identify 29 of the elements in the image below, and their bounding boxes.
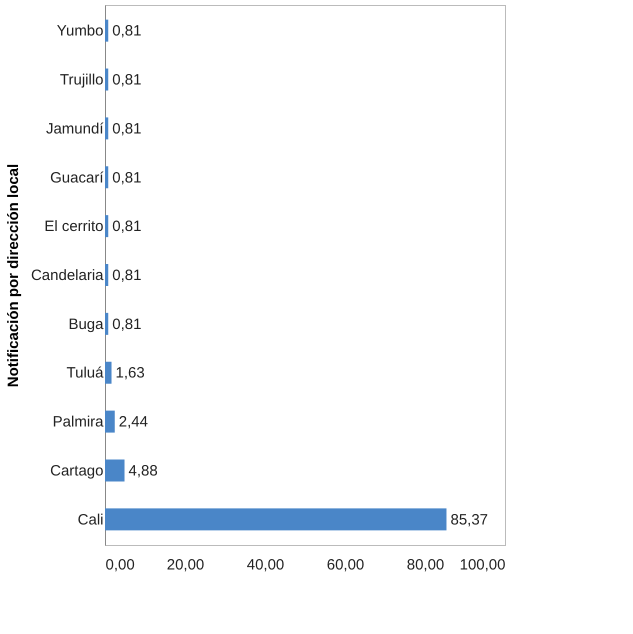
y-tick-label: El cerrito [44, 218, 104, 236]
x-tick-label: 20,00 [166, 556, 204, 574]
data-label: 0,81 [112, 72, 142, 89]
data-label: 4,88 [128, 462, 158, 480]
y-tick-label: Guacarí [50, 169, 104, 186]
y-tick-label: Jamundí [46, 120, 104, 138]
data-label: 85,37 [450, 511, 488, 528]
y-tick-label: Cartago [50, 462, 104, 480]
y-tick-label: Palmira [52, 414, 104, 431]
data-label: 2,44 [118, 414, 148, 431]
x-tick-label: 40,00 [246, 556, 284, 574]
x-tick-label: 0,00 [106, 556, 135, 574]
x-tick-label: 60,00 [326, 556, 364, 574]
data-label: 0,81 [112, 316, 142, 333]
data-label: 0,81 [112, 267, 142, 284]
y-tick-label: Yumbo [56, 22, 104, 40]
x-tick-label: 80,00 [406, 556, 444, 574]
y-tick-label: Cali [78, 511, 104, 528]
data-label: 0,81 [112, 169, 142, 186]
y-axis-title: Notificación por dirección local [4, 164, 22, 388]
x-tick-label: 100,00 [460, 556, 506, 574]
y-tick-label: Trujillo [60, 72, 104, 89]
data-label: 0,81 [112, 22, 142, 40]
y-tick-label: Tuluá [66, 364, 104, 382]
y-tick-label: Candelaria [30, 267, 104, 284]
data-label: 1,63 [116, 364, 145, 382]
data-label: 0,81 [112, 218, 142, 236]
y-tick-label: Buga [68, 316, 104, 333]
data-label: 0,81 [112, 120, 142, 138]
